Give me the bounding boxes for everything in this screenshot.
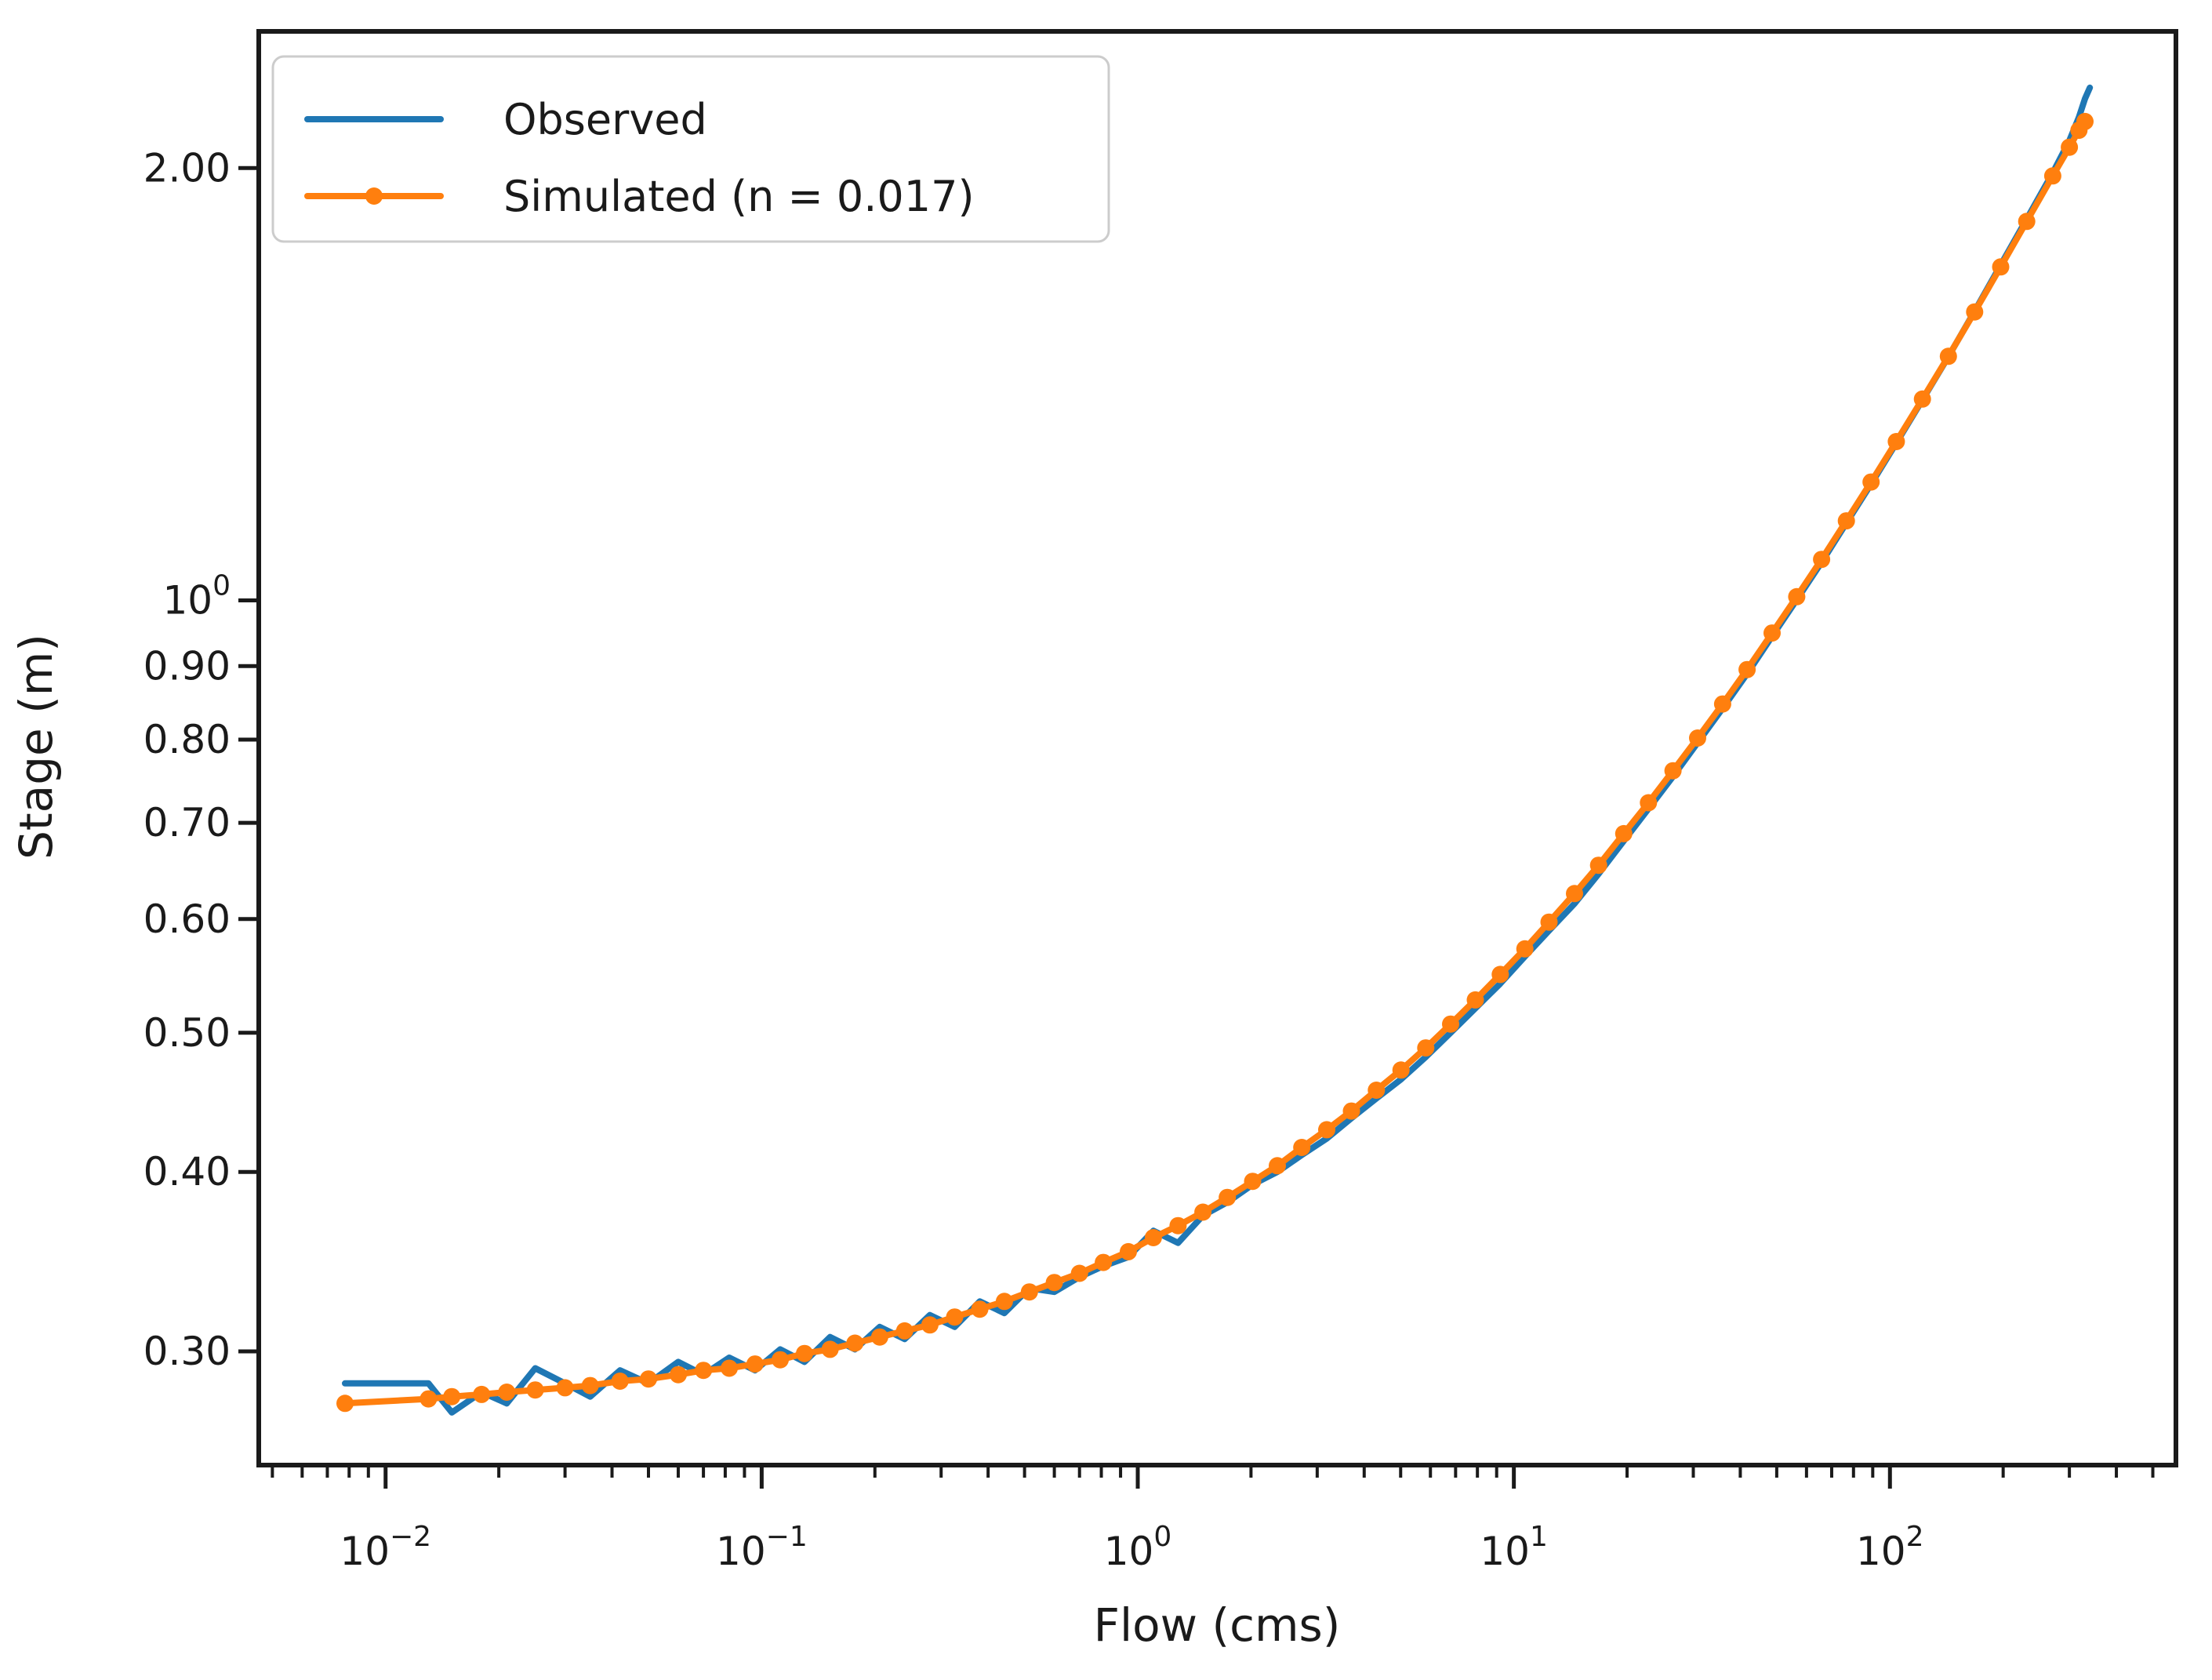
data-point-marker: [1664, 762, 1682, 780]
data-point-marker: [1491, 965, 1509, 984]
data-point-marker: [1466, 991, 1484, 1009]
y-ticks: 2.00 100 0.90 0.80 0.70 0.60 0.50 0.40 0.30: [143, 145, 259, 1374]
data-point-marker: [420, 1390, 438, 1408]
data-point-marker: [1813, 551, 1831, 569]
data-point-marker: [1144, 1229, 1162, 1246]
data-point-marker: [1640, 794, 1658, 812]
y-tick-label: 0.90: [143, 643, 231, 689]
data-point-marker: [2043, 167, 2061, 185]
data-point-marker: [1540, 913, 1558, 931]
x-tick-label: 102: [1856, 1521, 1924, 1574]
x-tick-label: 100: [1104, 1521, 1172, 1574]
data-point-marker: [1293, 1139, 1311, 1156]
data-point-marker: [611, 1373, 629, 1390]
y-tick-label: 0.70: [143, 800, 231, 845]
data-point-marker: [1070, 1264, 1088, 1282]
data-point-marker: [670, 1365, 687, 1384]
data-point-marker: [336, 1395, 354, 1413]
x-axis-title: Flow (cms): [1094, 1598, 1341, 1652]
data-point-marker: [1194, 1203, 1212, 1221]
y-tick-label: 0.80: [143, 717, 231, 762]
data-point-marker: [846, 1334, 864, 1352]
data-point-marker: [921, 1316, 939, 1334]
data-point-marker: [1219, 1188, 1237, 1206]
data-point-marker: [1913, 390, 1931, 408]
legend: Observed Simulated (n = 0.017): [271, 55, 1110, 243]
data-point-marker: [946, 1308, 964, 1326]
data-point-marker: [443, 1387, 461, 1405]
y-tick-label: 0.50: [143, 1010, 231, 1056]
data-point-marker: [2018, 213, 2036, 231]
data-point-marker: [1417, 1039, 1435, 1057]
data-point-marker: [1992, 258, 2010, 276]
data-point-marker: [526, 1381, 544, 1399]
data-point-marker: [1738, 660, 1756, 678]
data-point-marker: [1862, 473, 1880, 491]
data-point-marker: [1939, 347, 1957, 365]
simulated-markers: [336, 112, 2094, 1413]
legend-label-simulated: Simulated (n = 0.017): [503, 172, 975, 221]
data-point-marker: [1244, 1173, 1262, 1191]
y-tick-label: 0.30: [143, 1329, 231, 1374]
legend-marker-sample: [365, 187, 383, 205]
data-point-marker: [2076, 112, 2094, 130]
data-point-marker: [1368, 1082, 1386, 1099]
data-point-marker: [498, 1384, 516, 1401]
data-point-marker: [1615, 824, 1633, 842]
data-point-marker: [821, 1340, 839, 1358]
y-tick-label: 2.00: [143, 145, 231, 191]
data-point-marker: [640, 1370, 657, 1388]
x-tick-label: 10−1: [716, 1521, 808, 1574]
data-point-marker: [1169, 1216, 1187, 1235]
legend-label-observed: Observed: [503, 95, 707, 144]
data-point-marker: [1020, 1283, 1038, 1301]
data-point-marker: [870, 1328, 888, 1346]
data-point-marker: [1120, 1242, 1137, 1260]
data-point-marker: [746, 1355, 764, 1373]
observed-line: [342, 84, 2094, 1416]
data-point-marker: [1269, 1157, 1286, 1175]
data-point-marker: [1045, 1274, 1063, 1292]
x-tick-label: 101: [1480, 1521, 1548, 1574]
x-major-ticks: 10−2 10−1 100 101 102: [340, 1465, 1924, 1574]
data-point-marker: [772, 1351, 789, 1369]
data-point-marker: [721, 1359, 738, 1377]
data-point-marker: [1516, 940, 1534, 958]
data-point-marker: [695, 1362, 713, 1380]
data-point-marker: [1763, 624, 1781, 642]
data-point-marker: [581, 1376, 599, 1395]
data-point-marker: [895, 1322, 913, 1340]
data-point-marker: [1442, 1015, 1459, 1033]
data-point-marker: [971, 1300, 989, 1318]
data-point-marker: [1966, 303, 1984, 321]
legend-box: [271, 55, 1110, 243]
data-point-marker: [1689, 729, 1706, 747]
data-point-marker: [1095, 1253, 1113, 1271]
data-point-marker: [1566, 885, 1583, 903]
y-tick-label: 0.40: [143, 1149, 231, 1195]
data-point-marker: [473, 1385, 491, 1403]
x-tick-label: 10−2: [340, 1521, 431, 1574]
data-point-marker: [1887, 433, 1905, 450]
y-tick-label: 0.60: [143, 896, 231, 942]
data-point-marker: [1788, 587, 1806, 605]
data-point-marker: [1837, 512, 1855, 530]
data-point-marker: [556, 1379, 574, 1397]
data-point-marker: [1589, 856, 1607, 875]
plot-area: 10−2 10−1 100 101 102 2.00 100 0.90 0.80 0.70 0.60…: [143, 29, 2178, 1574]
plot-border: [256, 29, 2178, 1467]
data-point-marker: [1342, 1102, 1360, 1120]
y-axis-title: Stage (m): [9, 634, 63, 860]
data-point-marker: [1392, 1061, 1410, 1079]
data-point-marker: [796, 1344, 813, 1362]
data-point-marker: [2061, 138, 2079, 156]
y-tick-label: 100: [162, 570, 231, 624]
data-point-marker: [995, 1293, 1013, 1311]
data-point-marker: [1713, 695, 1731, 713]
data-point-marker: [1318, 1121, 1335, 1139]
x-minor-ticks: [271, 1465, 2155, 1478]
